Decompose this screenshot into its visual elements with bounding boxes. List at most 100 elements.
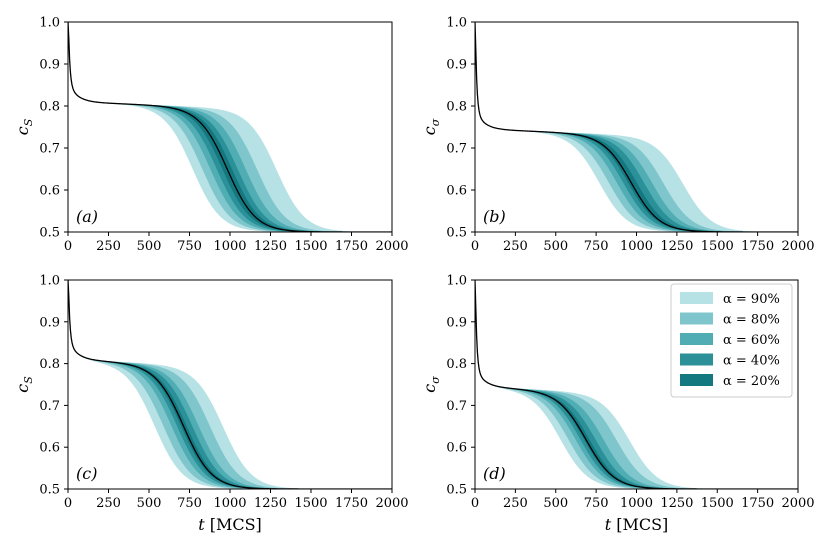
x-tick-label: 750 <box>584 239 609 254</box>
legend-entry: α = 60% <box>680 333 780 348</box>
y-tick-label: 1.0 <box>446 16 467 31</box>
x-tick-label: 1250 <box>660 239 693 254</box>
x-tick-label: 2000 <box>375 496 408 511</box>
y-tick-label: 0.9 <box>39 58 60 73</box>
legend-label: α = 20% <box>723 374 780 389</box>
y-tick-label: 0.7 <box>446 142 467 157</box>
y-tick-label: 0.5 <box>446 483 467 498</box>
panel-c: 0 250 500 750 1000 1250 1500 1750 2000 0.5 0.6 0.7 0… <box>13 274 409 535</box>
x-tick-label: 1750 <box>741 496 774 511</box>
y-tick-label: 0.6 <box>446 441 467 456</box>
x-tick-label: 250 <box>503 496 528 511</box>
x-tick-label: 1500 <box>294 496 327 511</box>
plot-area <box>475 22 798 232</box>
x-tick-label: 500 <box>543 239 568 254</box>
y-tick-label: 0.5 <box>39 226 60 241</box>
x-tick-label: 1750 <box>335 496 368 511</box>
band-alpha-80 <box>68 22 392 232</box>
band-alpha-40 <box>68 22 392 232</box>
x-tick-label: 250 <box>96 239 121 254</box>
legend-swatch <box>680 333 713 345</box>
x-tick-label: 1000 <box>213 496 246 511</box>
legend-label: α = 60% <box>723 333 780 348</box>
y-tick-label: 0.8 <box>39 100 60 115</box>
y-tick-label: 0.6 <box>39 184 60 199</box>
y-tick-label: 0.5 <box>446 226 467 241</box>
legend: α = 90% α = 80% α = 60% α = 40% α = 20% <box>670 283 793 398</box>
y-tick-label: 0.6 <box>446 184 467 199</box>
plot-area <box>68 280 392 489</box>
y-tick-label: 0.6 <box>39 441 60 456</box>
legend-entry: α = 80% <box>680 312 780 328</box>
x-tick-label: 1500 <box>701 496 734 511</box>
x-tick-label: 2000 <box>781 239 814 254</box>
plot-area <box>475 280 798 489</box>
y-tick-label: 0.7 <box>39 142 60 157</box>
y-tick-label: 1.0 <box>39 274 60 289</box>
panel-label: (c) <box>76 464 97 483</box>
x-tick-label: 0 <box>471 496 479 511</box>
y-tick-label: 1.0 <box>39 16 60 31</box>
y-tick-label: 0.5 <box>39 483 60 498</box>
x-tick-label: 1500 <box>701 239 734 254</box>
panel-a: 0 250 500 750 1000 1250 1500 1750 2000 0.5 0.6 0.7 0… <box>13 16 409 255</box>
x-tick-label: 750 <box>177 239 202 254</box>
legend-entry: α = 40% <box>680 353 780 369</box>
x-tick-label: 500 <box>137 496 162 511</box>
x-tick-label: 750 <box>584 496 609 511</box>
x-tick-label: 2000 <box>781 496 814 511</box>
legend-frame <box>670 283 793 398</box>
y-tick-label: 0.9 <box>446 315 467 330</box>
x-tick-label: 1750 <box>741 239 774 254</box>
band-alpha-40 <box>475 22 798 232</box>
band-alpha-90 <box>68 280 392 489</box>
band-alpha-20 <box>475 22 798 232</box>
x-tick-label: 500 <box>543 496 568 511</box>
y-tick-label: 0.7 <box>446 399 467 414</box>
x-tick-label: 500 <box>137 239 162 254</box>
x-tick-label: 0 <box>471 239 479 254</box>
legend-swatch <box>680 292 713 304</box>
legend-label: α = 90% <box>723 292 780 307</box>
y-tick-label: 0.8 <box>446 100 467 115</box>
x-tick-label: 1250 <box>254 239 287 254</box>
panel-b: 0 250 500 750 1000 1250 1500 1750 2000 0.5 0.6 0.7 0… <box>420 16 815 255</box>
x-tick-label: 1250 <box>660 496 693 511</box>
y-axis-label: cS <box>13 376 35 393</box>
y-tick-label: 0.7 <box>39 399 60 414</box>
y-axis-label: cS <box>13 118 35 135</box>
x-axis-label: t [MCS] <box>605 515 669 534</box>
panel-label: (d) <box>483 464 506 483</box>
y-axis-label: cσ <box>420 118 442 135</box>
x-tick-label: 2000 <box>375 239 408 254</box>
x-tick-label: 1000 <box>213 239 246 254</box>
legend-swatch <box>680 374 713 386</box>
panel-label: (a) <box>76 207 98 226</box>
x-tick-label: 1000 <box>620 496 653 511</box>
plot-area <box>68 22 392 232</box>
x-tick-label: 750 <box>177 496 202 511</box>
x-axis-label: t [MCS] <box>198 515 262 534</box>
x-tick-label: 1750 <box>335 239 368 254</box>
legend-swatch <box>680 353 713 366</box>
panel-d: 0 250 500 750 1000 1250 1500 1750 2000 0.5 0.6 0.7 0… <box>420 274 815 535</box>
y-tick-label: 0.8 <box>446 357 467 372</box>
legend-entry: α = 90% <box>680 292 780 307</box>
legend-entry: α = 20% <box>680 374 780 389</box>
y-axis-label: cσ <box>420 376 442 393</box>
legend-swatch <box>680 312 713 325</box>
x-tick-label: 250 <box>96 496 121 511</box>
median-curve <box>475 280 798 489</box>
x-tick-label: 250 <box>503 239 528 254</box>
legend-label: α = 80% <box>723 313 780 328</box>
panel-label: (b) <box>483 207 506 226</box>
median-curve <box>68 280 392 489</box>
x-tick-label: 0 <box>64 239 72 254</box>
y-tick-label: 0.8 <box>39 357 60 372</box>
x-tick-label: 1250 <box>254 496 287 511</box>
y-tick-label: 0.9 <box>39 315 60 330</box>
x-tick-label: 1500 <box>294 239 327 254</box>
x-tick-label: 1000 <box>620 239 653 254</box>
x-tick-label: 0 <box>64 496 72 511</box>
